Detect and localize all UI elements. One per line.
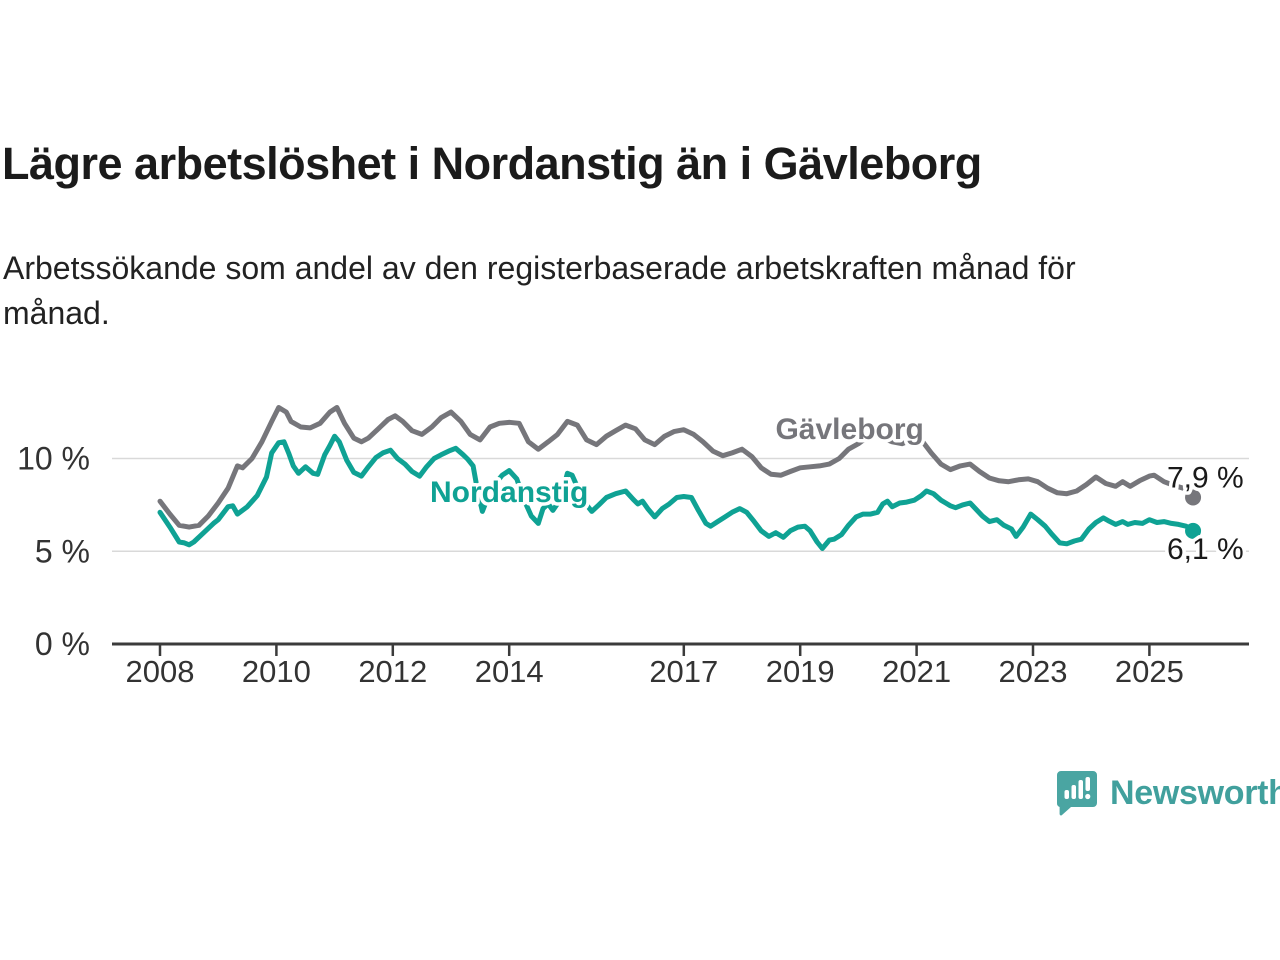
end-dot-gävleborg [1185, 489, 1202, 506]
exclamation-stroke [1085, 777, 1090, 791]
series-label-nordanstig: Nordanstig [430, 476, 588, 509]
series-label-gävleborg: Gävleborg [775, 413, 923, 446]
x-tick-label-2021: 2021 [882, 654, 951, 689]
x-tick-label-2025: 2025 [1115, 654, 1184, 689]
x-tick-label-2008: 2008 [126, 654, 195, 689]
x-tick-label-2019: 2019 [766, 654, 835, 689]
x-tick-label-2014: 2014 [475, 654, 544, 689]
newsworthy-logo-text: Newsworthy [1110, 773, 1280, 812]
exclamation-dot [1085, 793, 1091, 800]
page-subtitle: Arbetssökande som andel av den registerb… [3, 250, 1076, 331]
end-value-label-gävleborg: 7,9 % [1167, 461, 1244, 494]
end-value-label-nordanstig: 6,1 % [1167, 533, 1244, 566]
bar-large [1078, 780, 1083, 799]
x-tick-label-2017: 2017 [649, 654, 718, 689]
x-tick-label-2010: 2010 [242, 654, 311, 689]
y-tick-label-0: 0 % [35, 626, 90, 662]
speech-bubble-shape [1056, 771, 1097, 816]
end-dot-nordanstig [1185, 522, 1202, 539]
y-tick-label-10: 10 % [17, 441, 90, 477]
bar-small [1064, 790, 1069, 799]
x-tick-label-2023: 2023 [999, 654, 1068, 689]
series-line-nordanstig [157, 433, 1196, 551]
bar-medium [1071, 785, 1076, 799]
y-tick-label-5: 5 % [35, 533, 90, 569]
page-title: Lägre arbetslöshet i Nordanstig än i Gäv… [2, 138, 982, 189]
series-line-gävleborg [157, 405, 1196, 530]
newsworthy-logo: Newsworthy [1056, 770, 1280, 816]
newsworthy-logo-icon [1056, 771, 1097, 816]
x-tick-label-2012: 2012 [358, 654, 427, 689]
